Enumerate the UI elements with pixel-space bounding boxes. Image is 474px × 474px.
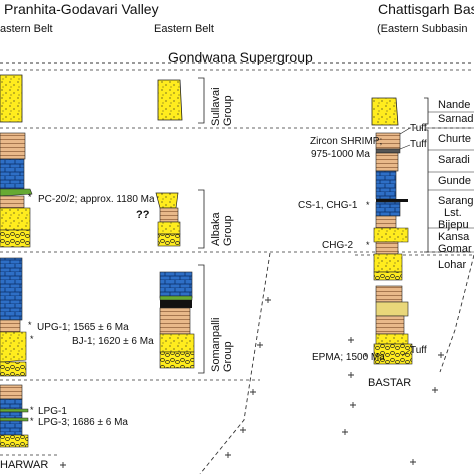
gondwana-banner: Gondwana Supergroup — [168, 49, 313, 65]
sample-cs1: CS-1, CHG-1 — [298, 200, 358, 211]
sample-bj1: BJ-1; 1620 ± 6 Ma — [72, 336, 154, 347]
left-column — [0, 74, 33, 448]
group-brackets — [198, 77, 205, 374]
left-base-conglomerate — [0, 434, 29, 448]
sample-zircon-age: 975-1000 Ma — [311, 149, 370, 160]
formation-dividers — [428, 111, 474, 253]
somanpalli-shale — [159, 307, 191, 335]
albaka-shale — [159, 207, 179, 223]
left-subtitle: astern Belt — [0, 23, 53, 35]
formation-gomar: Gomar — [438, 243, 472, 255]
sample-epma: EPMA; 1500 Ma — [312, 352, 385, 363]
svg-text:*: * — [30, 416, 34, 426]
formation-lohar: Lohar — [438, 259, 467, 271]
left-lower-sandstone-2 — [0, 331, 27, 363]
right-kansa-sandstone — [373, 227, 409, 243]
sample-chg2: CHG-2 — [322, 240, 354, 251]
right-lohar-conglomerate — [373, 271, 403, 281]
left-base-limestone — [0, 398, 23, 410]
svg-text:*: * — [30, 334, 34, 344]
formation-churte: Churte — [438, 133, 472, 145]
albaka-sandstone — [157, 221, 181, 235]
left-lower-conglomerate — [0, 361, 27, 377]
right-subtitle: (Eastern Subbasin — [377, 23, 468, 35]
left-upper-limestone — [0, 158, 25, 190]
right-lower-shale-2 — [375, 315, 405, 335]
basement-left: HARWAR — [0, 459, 49, 471]
formation-saradi: Saradi — [438, 154, 470, 166]
formation-sarnad: Sarnad — [438, 113, 474, 125]
tuff-label-3: Tuff — [410, 345, 427, 356]
sample-lpg1: LPG-1 — [38, 406, 67, 417]
formation-gunde: Gunde — [438, 175, 472, 187]
sample-pc20: PC-20/2; approx. 1180 Ma — [38, 194, 155, 205]
left-base-green-2 — [0, 417, 29, 422]
sample-zircon: Zircon SHRIMP; — [310, 136, 383, 147]
formation-lst: Lst. — [444, 207, 462, 219]
left-lower-limestone — [0, 257, 23, 321]
right-bijepu-shale — [375, 215, 397, 229]
svg-text:*: * — [364, 352, 368, 362]
right-title: Chattisgarh Basi — [378, 1, 474, 17]
right-sarang-dark — [376, 199, 408, 202]
left-gondwana-sandstone — [0, 74, 23, 123]
right-lohar-sandstone — [373, 253, 403, 273]
sample-markers: * * * * * * * * — [28, 192, 370, 426]
albaka-group-label: Albaka Group — [210, 212, 234, 246]
center-column — [155, 79, 195, 369]
albaka-top-sandstone — [155, 192, 179, 209]
left-green-layer — [0, 188, 33, 197]
query-label: ?? — [136, 209, 150, 221]
tuff-label-1: Tuff — [410, 123, 427, 134]
svg-text:*: * — [30, 405, 34, 415]
svg-text:*: * — [28, 320, 32, 330]
formation-brackets — [424, 97, 429, 253]
formation-bijepu: Bijepu — [438, 219, 469, 231]
right-lower-shale-1 — [375, 285, 403, 303]
somanpalli-limestone — [159, 271, 193, 299]
left-title: Pranhita-Godavari Valley — [4, 1, 159, 17]
left-lower-shale — [0, 319, 21, 333]
right-gondwana-sandstone — [371, 97, 399, 126]
albaka-conglomerate — [157, 233, 181, 247]
sample-lpg3: LPG-3; 1686 ± 6 Ma — [38, 417, 128, 428]
right-lower-conglomerate — [373, 343, 413, 365]
sullavai-group-label: Sullavai Group — [210, 87, 234, 126]
left-upper-shale — [0, 132, 26, 160]
somanpalli-dark — [160, 300, 192, 308]
svg-text:*: * — [28, 192, 32, 202]
right-lower-silt — [375, 301, 409, 317]
left-conglomerate — [0, 229, 31, 248]
right-gomar-shale — [375, 241, 399, 255]
right-lower-sandstone — [375, 333, 409, 345]
somanpalli-group-label: Somanpalli Group — [210, 317, 234, 372]
right-column — [371, 97, 413, 365]
formation-sarang: Sarang — [438, 195, 474, 207]
tuff-markers — [399, 127, 411, 357]
left-mid-shale — [0, 195, 25, 209]
sullavai-sandstone — [157, 79, 183, 121]
center-subtitle: Eastern Belt — [154, 23, 214, 35]
basement-plus-signs — [60, 297, 444, 468]
somanpalli-conglomerate — [159, 351, 195, 369]
right-saradi-shale — [375, 152, 399, 172]
somanpalli-green — [159, 295, 193, 301]
right-gunde-limestone — [375, 170, 397, 200]
basin-margin-left — [199, 252, 271, 474]
right-sarang-limestone — [375, 201, 401, 217]
sample-upg1: UPG-1; 1565 ± 6 Ma — [37, 322, 129, 333]
somanpalli-sandstone — [159, 333, 195, 353]
formation-nande: Nande — [438, 99, 471, 111]
basement-right: BASTAR — [368, 377, 412, 389]
svg-text:*: * — [366, 200, 370, 210]
left-base-shale — [0, 384, 23, 400]
svg-text:*: * — [366, 240, 370, 250]
left-base-green-1 — [0, 408, 29, 413]
tuff-label-2: Tuff — [410, 139, 427, 150]
formation-kansa: Kansa — [438, 231, 470, 243]
basin-margin-right — [439, 254, 474, 373]
left-lower-sandstone — [0, 207, 31, 231]
